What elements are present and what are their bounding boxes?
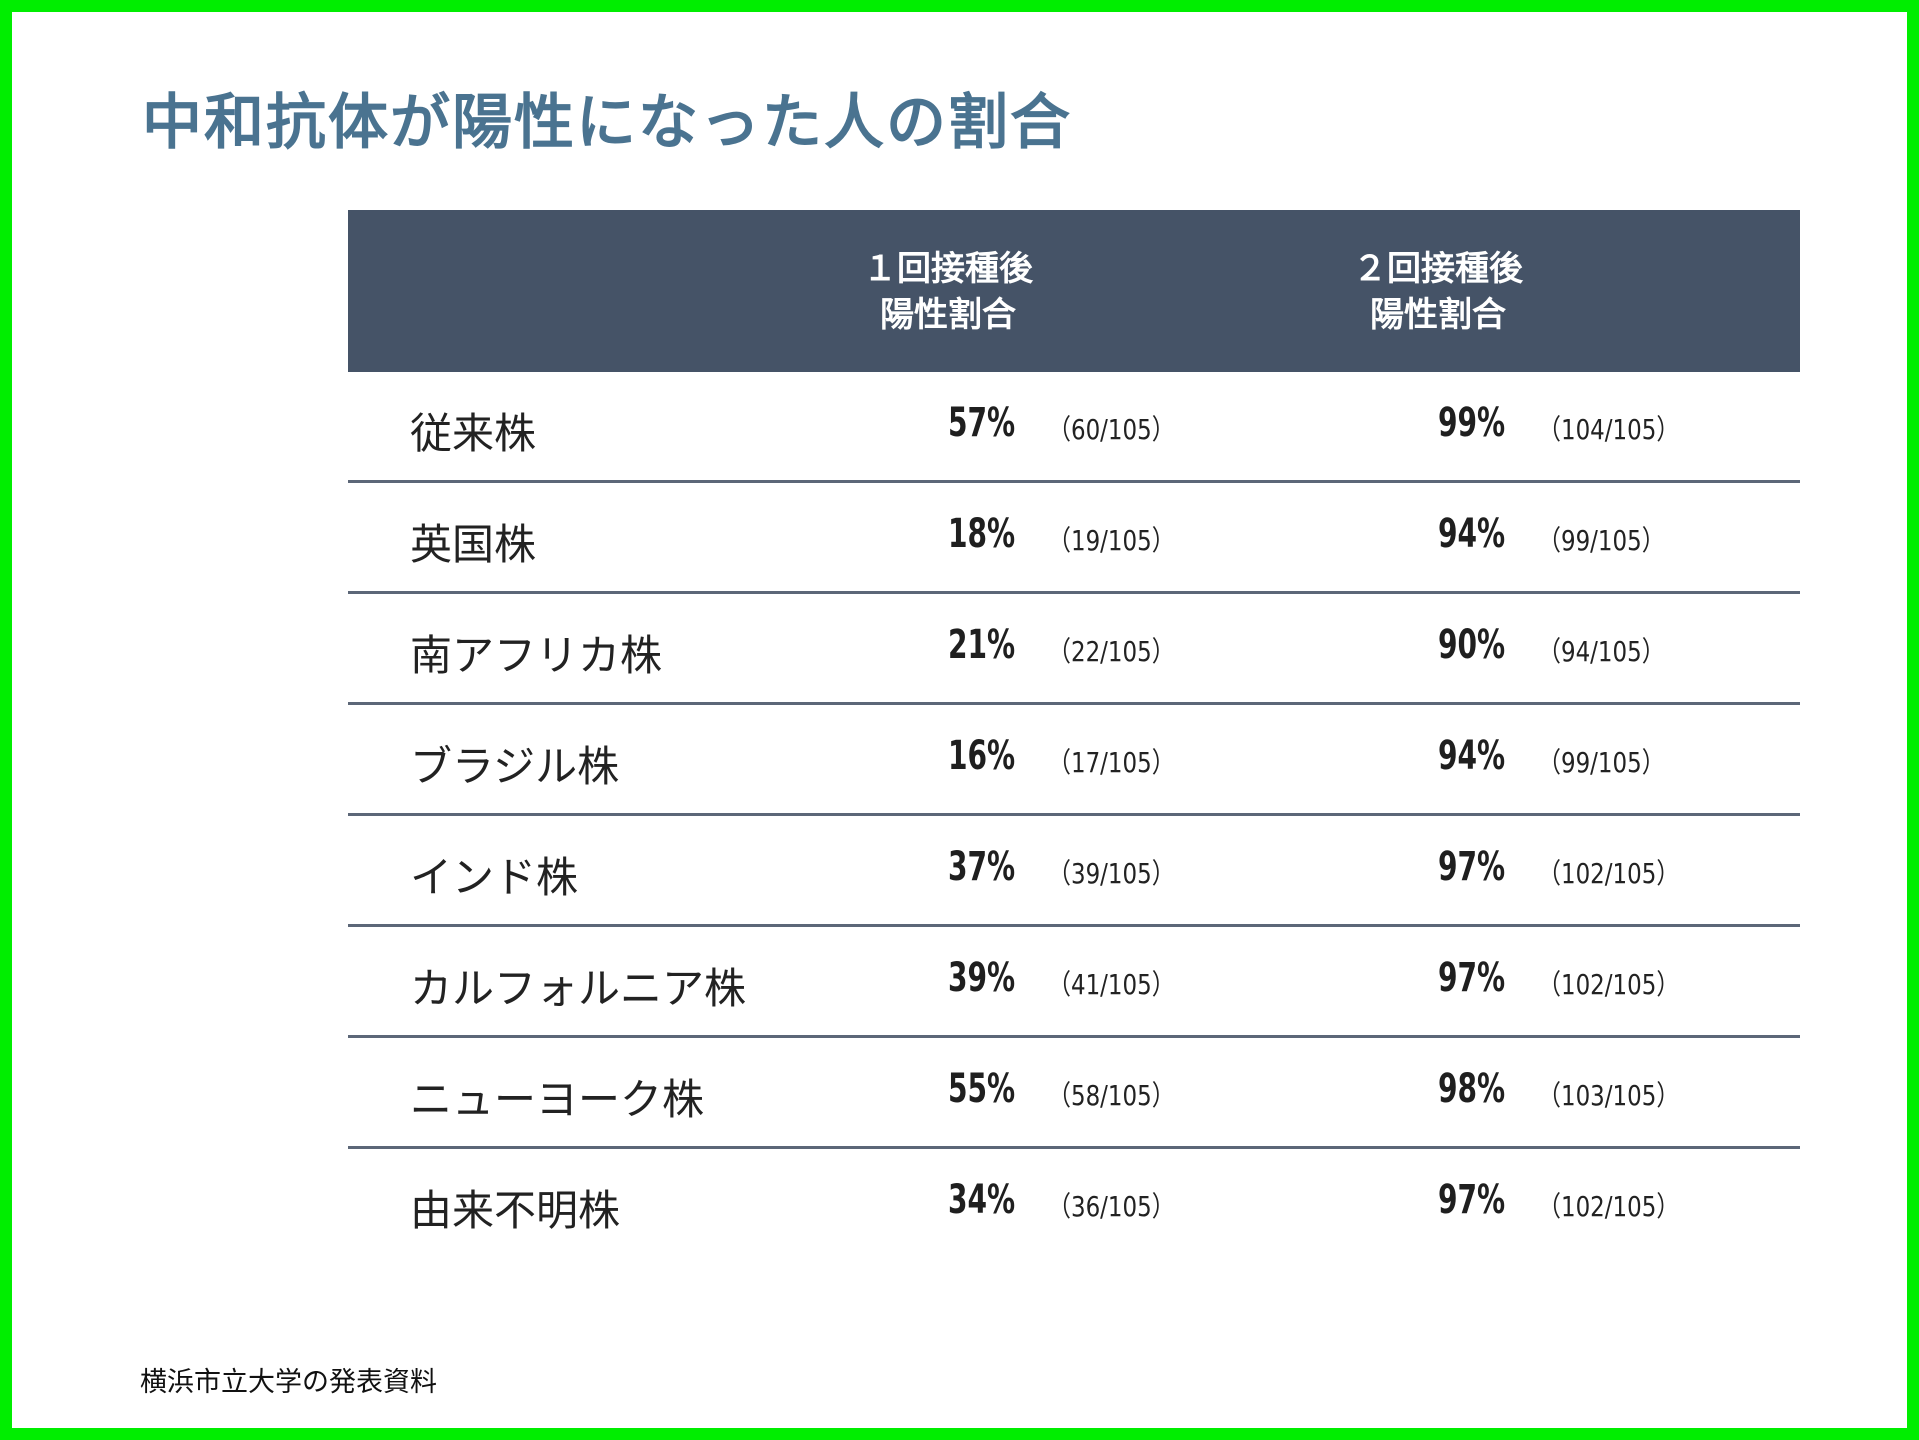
table-row: 従来株 57% （60/105） 99% （104/105） (348, 372, 1800, 483)
dose2-fraction: （102/105） (1538, 857, 1680, 890)
dose1-fraction: （39/105） (1048, 857, 1175, 890)
dose2-percent: 94% (1438, 511, 1506, 557)
dose1-fraction: （19/105） (1048, 524, 1175, 557)
source-note: 横浜市立大学の発表資料 (140, 1367, 437, 1398)
table-body: 従来株 57% （60/105） 99% （104/105） 英国株 18% （19/105）… (348, 372, 1800, 1257)
table-row: ニューヨーク株 55% （58/105） 98% （103/105） (348, 1038, 1800, 1149)
dose2-fraction: （102/105） (1538, 1190, 1680, 1223)
dose2-percent: 97% (1438, 955, 1506, 1001)
dose2-percent: 98% (1438, 1066, 1506, 1112)
header-dose1: １回接種後 陽性割合 (818, 246, 1078, 338)
dose2-percent: 99% (1438, 400, 1506, 446)
dose2-percent: 97% (1438, 844, 1506, 890)
chart-title: 中和抗体が陽性になった人の割合 (142, 88, 1072, 158)
dose2-fraction: （99/105） (1538, 746, 1665, 779)
header-dose1-line2: 陽性割合 (880, 295, 1016, 335)
strain-label: 南アフリカ株 (410, 631, 663, 680)
strain-label: ニューヨーク株 (410, 1075, 705, 1124)
dose1-percent: 39% (948, 955, 1016, 1001)
dose2-fraction: （102/105） (1538, 968, 1680, 1001)
table-row: インド株 37% （39/105） 97% （102/105） (348, 816, 1800, 927)
dose1-fraction: （22/105） (1048, 635, 1175, 668)
strain-label: 英国株 (410, 520, 537, 569)
dose2-percent: 94% (1438, 733, 1506, 779)
table-header: １回接種後 陽性割合 ２回接種後 陽性割合 (348, 210, 1800, 372)
dose1-fraction: （58/105） (1048, 1079, 1175, 1112)
table-row: カルフォルニア株 39% （41/105） 97% （102/105） (348, 927, 1800, 1038)
dose1-percent: 55% (948, 1066, 1016, 1112)
strain-label: ブラジル株 (410, 742, 620, 791)
dose2-fraction: （103/105） (1538, 1079, 1680, 1112)
table-row: 由来不明株 34% （36/105） 97% （102/105） (348, 1149, 1800, 1257)
dose2-percent: 90% (1438, 622, 1506, 668)
dose1-percent: 16% (948, 733, 1016, 779)
dose1-percent: 34% (948, 1177, 1016, 1223)
strain-label: インド株 (410, 853, 579, 902)
dose1-fraction: （17/105） (1048, 746, 1175, 779)
dose2-fraction: （104/105） (1538, 413, 1680, 446)
dose1-percent: 21% (948, 622, 1016, 668)
dose1-fraction: （41/105） (1048, 968, 1175, 1001)
strain-label: カルフォルニア株 (410, 964, 747, 1013)
strain-label: 従来株 (410, 409, 537, 458)
table-row: 英国株 18% （19/105） 94% （99/105） (348, 483, 1800, 594)
strain-label: 由来不明株 (410, 1186, 621, 1235)
dose1-fraction: （36/105） (1048, 1190, 1175, 1223)
dose2-fraction: （94/105） (1538, 635, 1665, 668)
dose1-percent: 18% (948, 511, 1016, 557)
dose2-fraction: （99/105） (1538, 524, 1665, 557)
header-dose2: ２回接種後 陽性割合 (1308, 246, 1568, 338)
header-dose1-line1: １回接種後 (863, 249, 1033, 289)
data-table: １回接種後 陽性割合 ２回接種後 陽性割合 従来株 57% （60/105） 99% （… (348, 210, 1800, 1257)
header-dose2-line2: 陽性割合 (1370, 295, 1506, 335)
table-row: ブラジル株 16% （17/105） 94% （99/105） (348, 705, 1800, 816)
dose1-fraction: （60/105） (1048, 413, 1175, 446)
dose1-percent: 37% (948, 844, 1016, 890)
dose1-percent: 57% (948, 400, 1016, 446)
header-dose2-line1: ２回接種後 (1353, 249, 1523, 289)
dose2-percent: 97% (1438, 1177, 1506, 1223)
table-row: 南アフリカ株 21% （22/105） 90% （94/105） (348, 594, 1800, 705)
